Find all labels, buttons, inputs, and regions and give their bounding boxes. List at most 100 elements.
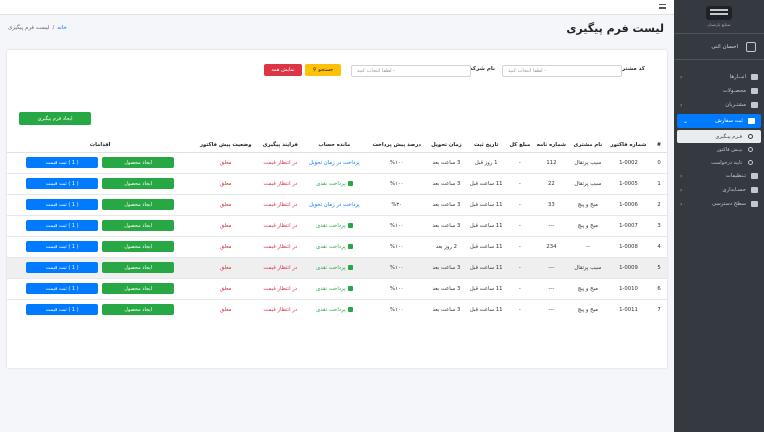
actions: ایجاد محصول( 1 ) ثبت قیمت — [7, 151, 194, 173]
sidebar-subitem-label: فـرم پیـگیری — [715, 133, 742, 140]
register-price-button[interactable]: ( 1 ) ثبت قیمت — [26, 304, 99, 316]
account-balance: پرداخت نقدی — [302, 298, 367, 320]
create-product-button[interactable]: ایجاد محصول — [102, 241, 175, 252]
user-name: احسان اثنی — [711, 43, 738, 50]
breadcrumb: خانه / لیست فرم پیگیری — [8, 25, 67, 31]
sidebar-item-label: حسـابداری — [722, 187, 746, 193]
total-amount: - — [506, 151, 534, 173]
table-row[interactable]: 2 1-0006 میخ و پیچ 33-11 ساعت قبل 3 ساعت بعد… — [7, 193, 667, 215]
register-price-button[interactable]: ( 1 ) ثبت قیمت — [26, 241, 99, 252]
delivery-time: 3 ساعت بعد — [427, 151, 466, 173]
actions: ایجاد محصول( 1 ) ثبت قیمت — [7, 256, 194, 278]
prepay-percent: ١٠٠% — [366, 298, 428, 320]
gears-icon — [751, 173, 758, 179]
followup-process: در انتظار قیمت — [258, 151, 303, 173]
breadcrumb-home[interactable]: خانه — [57, 25, 67, 31]
account-balance: پرداخت نقدی — [302, 235, 367, 257]
followup-process: در انتظار قیمت — [258, 298, 303, 320]
sidebar-item[interactable]: ثبت سفارش ⌄ — [677, 114, 761, 128]
delivery-time: 3 ساعت بعد — [427, 193, 466, 215]
sidebar-item-label: محصـولات — [722, 88, 746, 94]
create-product-button[interactable]: ایجاد محصول — [102, 178, 175, 189]
total-amount: - — [506, 277, 534, 299]
row-number: 5 — [651, 256, 667, 278]
hamburger-icon[interactable] — [659, 4, 666, 9]
row-number: 7 — [651, 298, 667, 320]
truck-icon — [751, 74, 758, 80]
create-product-button[interactable]: ایجاد محصول — [102, 304, 175, 316]
registered-date: 11 ساعت قبل — [465, 277, 507, 299]
proforma-status: معلق — [193, 298, 259, 320]
sidebar-item-label: سطح دسترسی — [711, 201, 746, 207]
row-number: 2 — [651, 193, 667, 215]
create-product-button[interactable]: ایجاد محصول — [102, 157, 175, 168]
invoice-number: 1-0008 — [605, 235, 651, 257]
register-price-button[interactable]: ( 1 ) ثبت قیمت — [26, 283, 99, 294]
total-amount: - — [506, 235, 534, 257]
table-row[interactable]: 1 1-0005 سیب پرتقال 22-11 ساعت قبل 3 ساعت بع… — [7, 172, 667, 194]
sidebar-subitem[interactable]: تایید درخواست — [677, 156, 761, 169]
sidebar-item[interactable]: محصـولات — [674, 84, 764, 98]
delivery-time: 3 ساعت بعد — [427, 214, 466, 236]
balance-text: پرداخت نقدی — [316, 306, 346, 313]
sidebar-item[interactable]: انبــارها ‹ — [674, 70, 764, 84]
letter-number: --- — [533, 277, 570, 299]
letter-number: 112 — [533, 151, 570, 173]
table-row[interactable]: 4 1-0008 -- 234-11 ساعت قبل 2 روز بعد ١٠٠% پرد… — [7, 235, 667, 257]
create-product-button[interactable]: ایجاد محصول — [102, 220, 175, 231]
register-price-button[interactable]: ( 1 ) ثبت قیمت — [26, 199, 99, 210]
create-product-button[interactable]: ایجاد محصول — [102, 262, 175, 273]
create-product-button[interactable]: ایجاد محصول — [102, 199, 175, 210]
table-row[interactable]: 7 1-0011 میخ و پیچ --- -11 ساعت قبل 3 ساعت بع… — [7, 298, 667, 320]
column-header: فرایند پیگیری — [258, 138, 303, 153]
proforma-status: معلق — [193, 277, 259, 299]
column-header: مانده حساب — [302, 138, 367, 153]
create-followup-button[interactable]: ایجاد فرم پیگیری — [19, 112, 91, 125]
register-price-button[interactable]: ( 1 ) ثبت قیمت — [26, 178, 99, 189]
customer-code-select[interactable]: - لطفا انتخاب کنید — [502, 65, 622, 77]
column-header: نام مشتری — [569, 138, 606, 153]
show-all-button[interactable]: نمایش همه — [264, 64, 302, 76]
brand[interactable]: صنایع پارسیان — [674, 0, 764, 34]
register-price-button[interactable]: ( 1 ) ثبت قیمت — [26, 157, 99, 168]
register-price-button[interactable]: ( 1 ) ثبت قیمت — [26, 220, 99, 231]
sidebar-subitem[interactable]: فـرم پیـگیری — [677, 130, 761, 143]
registered-date: 11 ساعت قبل — [465, 172, 507, 194]
customer-name: میخ و پیچ — [569, 214, 606, 236]
sidebar-item[interactable]: حسـابداری ‹ — [674, 183, 764, 197]
cart-icon — [748, 118, 755, 124]
register-price-button[interactable]: ( 1 ) ثبت قیمت — [26, 262, 99, 273]
create-product-button[interactable]: ایجاد محصول — [102, 283, 175, 294]
sidebar-item[interactable]: مشتـریان ‹ — [674, 98, 764, 112]
registered-date: 11 ساعت قبل — [465, 214, 507, 236]
search-icon: ⚲ — [312, 67, 317, 73]
user-panel[interactable]: احسان اثنی — [674, 34, 764, 60]
letter-number: --- — [533, 256, 570, 278]
row-number: 4 — [651, 235, 667, 257]
company-name-label: نام شرکت : — [462, 66, 495, 72]
sidebar-item[interactable]: تـنظیمات ‹ — [674, 169, 764, 183]
delivery-time: 2 روز بعد — [427, 235, 466, 257]
customer-name: میخ و پیچ — [569, 277, 606, 299]
company-name-select[interactable]: - لطفا انتخاب کنید — [351, 65, 471, 77]
row-number: 6 — [651, 277, 667, 299]
sidebar-subitem[interactable]: پیـش فاکتور — [677, 143, 761, 156]
sidebar: صنایع پارسیان احسان اثنی انبــارها ‹ محصـو… — [674, 0, 764, 432]
row-number: 0 — [651, 151, 667, 173]
cart-icon — [751, 88, 758, 94]
sidebar-item[interactable]: سطح دسترسی ‹ — [674, 197, 764, 211]
thumbs-up-icon — [347, 222, 353, 228]
actions: ایجاد محصول( 1 ) ثبت قیمت — [7, 277, 194, 299]
thumbs-up-icon — [347, 243, 353, 249]
search-button[interactable]: ⚲ جستجو — [305, 64, 341, 76]
table-row[interactable]: 5 1-0009 سیب پرتقال --- -11 ساعت قبل 3 ساعت ب… — [7, 256, 667, 278]
table-row[interactable]: 3 1-0007 میخ و پیچ --- -11 ساعت قبل 3 ساعت بع… — [7, 214, 667, 236]
customer-code-label: کد مشتری : — [612, 66, 645, 72]
table-row[interactable]: 0 1-0002 سیب پرتقال 112-1 روز قبل 3 ساعت بعد… — [7, 151, 667, 173]
customer-name: سیب پرتقال — [569, 256, 606, 278]
delivery-time: 3 ساعت بعد — [427, 172, 466, 194]
table-row[interactable]: 6 1-0010 میخ و پیچ --- -11 ساعت قبل 3 ساعت بع… — [7, 277, 667, 299]
brand-name: صنایع پارسیان — [707, 22, 731, 27]
chevron-icon: ‹ — [680, 186, 683, 194]
balance-text: پرداخت نقدی — [316, 264, 346, 271]
